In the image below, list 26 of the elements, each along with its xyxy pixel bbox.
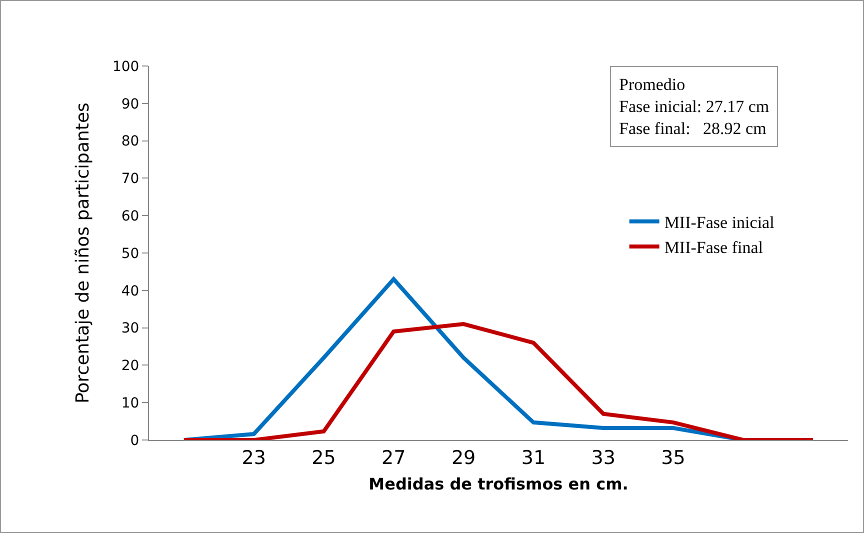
x-tick-label: 33 [591, 446, 616, 469]
x-tick-label: 35 [661, 446, 686, 469]
y-tick-label: 10 [121, 396, 140, 412]
x-tick-label: 29 [451, 446, 476, 469]
legend-label: MII-Fase final [664, 238, 764, 258]
y-tick-label: 60 [121, 208, 140, 224]
y-tick-label: 50 [121, 246, 140, 262]
y-tick-label: 30 [121, 320, 140, 337]
y-tick-label: 70 [121, 171, 140, 188]
x-tick-label: 23 [242, 446, 266, 469]
annotation: Fase final: 28.92 cm [619, 119, 766, 138]
annotation: Fase inicial: 27.17 cm [619, 97, 770, 116]
y-tick-label: 0 [130, 432, 140, 449]
y-tick-label: 90 [121, 96, 140, 112]
x-tick-label: 27 [382, 446, 406, 469]
y-tick-label: 80 [121, 134, 140, 150]
line-series [182, 322, 816, 440]
x-tick-label: 25 [312, 446, 336, 469]
y-tick-label: 100 [112, 58, 140, 75]
y-tick-label: 20 [121, 358, 140, 374]
x-axis-title: Medidas de trofismos en cm. [368, 474, 628, 494]
legend-label: MII-Fase inicial [664, 212, 775, 232]
x-tick-label: 31 [521, 446, 546, 469]
y-tick-label: 40 [121, 283, 140, 300]
y-axis-title: Porcentaje de niños participantes [72, 102, 94, 404]
annotation: Promedio [619, 75, 686, 94]
